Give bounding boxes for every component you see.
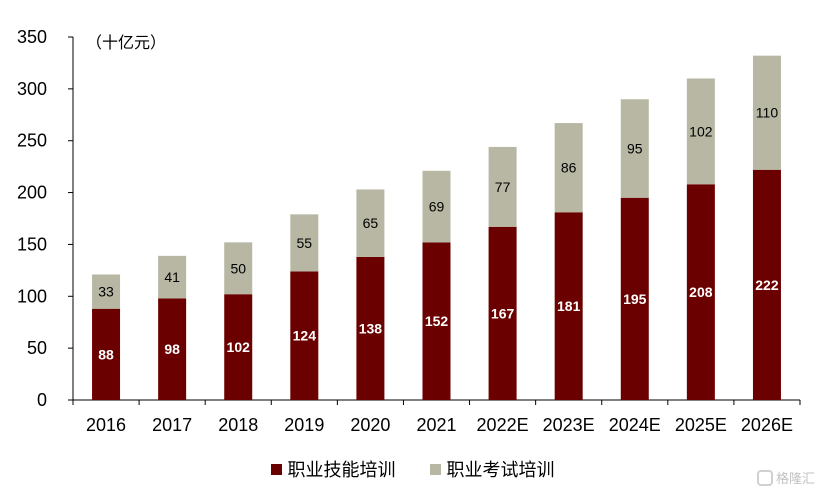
data-label-exam-training: 110 [756, 105, 779, 121]
legend-label-exam-training: 职业考试培训 [446, 460, 555, 481]
data-label-exam-training: 50 [230, 260, 246, 276]
bar-skill-training [620, 197, 649, 400]
bar-skill-training [686, 184, 715, 400]
y-tick-label: 250 [17, 131, 47, 151]
bar-skill-training [752, 169, 781, 400]
legend-item-exam-training: 职业考试培训 [429, 456, 555, 482]
y-tick-label: 50 [27, 338, 47, 358]
legend-label-skill-training: 职业技能培训 [287, 460, 396, 481]
watermark-logo-icon [756, 469, 773, 486]
bar-exam-training [752, 55, 781, 170]
data-label-skill-training: 222 [755, 277, 779, 293]
data-label-skill-training: 124 [293, 328, 317, 344]
x-tick-label: 2018 [218, 415, 258, 435]
axes: 0 50 100 150 200 250 300 350 2016 2017 2018 2019 202… [17, 27, 801, 435]
data-label-skill-training: 98 [164, 341, 180, 357]
bar-exam-training [158, 255, 187, 299]
x-tick-label: 2017 [152, 415, 192, 435]
bar-skill-training [224, 294, 253, 400]
y-tick-label: 100 [17, 286, 47, 306]
bar-exam-training [356, 189, 385, 257]
data-label-skill-training: 208 [689, 284, 713, 300]
watermark: 格隆汇 [756, 468, 815, 487]
legend-swatch-exam-training [429, 463, 441, 475]
data-label-exam-training: 65 [363, 215, 379, 231]
data-label-exam-training: 33 [98, 284, 114, 300]
bar-skill-training [356, 256, 385, 400]
bar-skill-training [158, 298, 187, 400]
stacked-bar-chart: （十亿元） 0 50 100 150 200 250 300 350 2016 2017 2018 2… [17, 27, 801, 435]
bar-exam-training [224, 242, 253, 295]
y-tick-label: 0 [37, 390, 47, 410]
y-tick-label: 300 [17, 79, 47, 99]
data-label-skill-training: 167 [491, 305, 515, 321]
data-label-exam-training: 95 [627, 140, 643, 156]
legend-swatch-skill-training [270, 463, 282, 475]
bars: 88 33 98 41 102 50 124 55 138 65 152 69 167 77 181 86 19… [92, 55, 781, 400]
bar-exam-training [290, 214, 319, 272]
bar-exam-training [92, 274, 121, 309]
bar-exam-training [620, 99, 649, 198]
x-tick-label: 2026E [741, 415, 793, 435]
x-tick-label: 2020 [350, 415, 390, 435]
unit-label: （十亿元） [86, 33, 166, 52]
bar-skill-training [290, 271, 319, 400]
x-tick-label: 2016 [86, 415, 126, 435]
y-tick-label: 350 [17, 27, 47, 47]
bar-skill-training [422, 242, 451, 400]
x-tick-label: 2021 [416, 415, 456, 435]
y-tick-label: 200 [17, 183, 47, 203]
data-label-skill-training: 102 [227, 339, 251, 355]
bar-skill-training [488, 226, 517, 400]
x-tick-label: 2024E [609, 415, 661, 435]
bar-exam-training [488, 146, 517, 227]
data-label-exam-training: 86 [561, 160, 577, 176]
data-label-skill-training: 181 [557, 298, 581, 314]
data-label-exam-training: 55 [297, 235, 313, 251]
x-tick-label: 2019 [284, 415, 324, 435]
legend-item-skill-training: 职业技能培训 [270, 456, 396, 482]
data-label-exam-training: 69 [429, 199, 445, 215]
x-tick-label: 2022E [477, 415, 529, 435]
data-label-skill-training: 195 [623, 291, 647, 307]
legend: 职业技能培训 职业考试培训 [0, 456, 825, 482]
data-label-exam-training: 102 [689, 123, 713, 139]
x-tick-label: 2023E [543, 415, 595, 435]
x-tick-label: 2025E [675, 415, 727, 435]
data-label-exam-training: 41 [164, 269, 180, 285]
y-tick-label: 150 [17, 234, 47, 254]
bar-skill-training [92, 308, 121, 400]
watermark-text: 格隆汇 [775, 472, 815, 487]
bar-skill-training [554, 212, 583, 400]
bar-exam-training [554, 123, 583, 213]
data-label-skill-training: 88 [98, 346, 114, 362]
bar-exam-training [422, 170, 451, 243]
bar-exam-training [686, 78, 715, 185]
data-label-exam-training: 77 [495, 179, 511, 195]
data-label-skill-training: 152 [425, 313, 449, 329]
data-label-skill-training: 138 [359, 320, 383, 336]
